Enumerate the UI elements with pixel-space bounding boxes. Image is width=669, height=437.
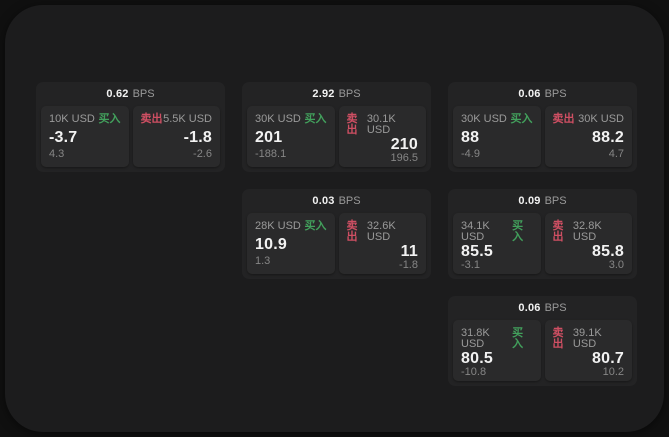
card-header: 0.03 BPS xyxy=(242,189,431,213)
buy-amount: 34.1K USD xyxy=(461,220,490,243)
buy-price: 85.5 xyxy=(461,243,493,260)
sell-side-label: 卖出 xyxy=(552,220,564,243)
buy-price: 80.5 xyxy=(461,350,493,367)
sell-price: -1.8 xyxy=(183,128,212,146)
bps-unit-label: BPS xyxy=(132,88,155,100)
quote-card: 0.62 BPS 10K USD 买入 -3.7 4.3 卖出 5.5K USD xyxy=(36,82,225,172)
card-header: 0.09 BPS xyxy=(448,189,637,213)
sell-delta: 3.0 xyxy=(608,259,624,271)
sell-tile[interactable]: 卖出 30K USD 88.2 4.7 xyxy=(544,106,632,167)
quote-card: 0.03 BPS 28K USD 买入 10.9 1.3 卖出 32.6K US… xyxy=(242,189,431,279)
buy-amount: 31.8K USD xyxy=(461,327,490,350)
buy-price: 201 xyxy=(255,128,283,146)
buy-side-label: 买入 xyxy=(512,220,524,243)
quote-card: 0.06 BPS 31.8K USD 买入 80.5 -10.8 卖出 39.1… xyxy=(448,296,637,386)
buy-tile[interactable]: 30K USD 买入 88 -4.9 xyxy=(453,106,541,167)
buy-amount: 30K USD xyxy=(255,113,301,125)
card-header: 0.06 BPS xyxy=(448,296,637,320)
tiles-row: 31.8K USD 买入 80.5 -10.8 卖出 39.1K USD 80.… xyxy=(448,320,637,386)
bps-value: 0.62 xyxy=(106,88,129,100)
buy-side-label: 买入 xyxy=(304,113,327,125)
bps-value: 0.03 xyxy=(312,195,335,207)
buy-amount: 30K USD xyxy=(461,113,507,125)
tiles-row: 30K USD 买入 88 -4.9 卖出 30K USD 88.2 4.7 xyxy=(448,106,637,172)
sell-amount: 39.1K USD xyxy=(572,327,602,350)
tiles-row: 10K USD 买入 -3.7 4.3 卖出 5.5K USD -1.8 -2.… xyxy=(36,106,225,172)
sell-delta: 10.2 xyxy=(602,366,624,378)
buy-delta: 1.3 xyxy=(255,255,271,267)
buy-delta: -3.1 xyxy=(461,259,480,271)
bps-unit-label: BPS xyxy=(544,195,567,207)
sell-price: 85.8 xyxy=(592,243,624,260)
sell-amount: 5.5K USD xyxy=(163,113,212,125)
card-header: 0.06 BPS xyxy=(448,82,637,106)
buy-tile[interactable]: 28K USD 买入 10.9 1.3 xyxy=(247,213,335,274)
sell-side-label: 卖出 xyxy=(346,220,358,243)
quote-card: 0.06 BPS 30K USD 买入 88 -4.9 卖出 30K USD xyxy=(448,82,637,172)
sell-delta: 4.7 xyxy=(608,148,624,160)
buy-tile[interactable]: 30K USD 买入 201 -188.1 xyxy=(247,106,335,167)
sell-tile[interactable]: 卖出 32.6K USD 11 -1.8 xyxy=(338,213,426,274)
bps-unit-label: BPS xyxy=(338,195,361,207)
buy-delta: -188.1 xyxy=(255,148,287,160)
sell-tile[interactable]: 卖出 39.1K USD 80.7 10.2 xyxy=(544,320,632,381)
sell-delta: 196.5 xyxy=(390,152,418,164)
buy-side-label: 买入 xyxy=(98,113,121,125)
buy-tile[interactable]: 10K USD 买入 -3.7 4.3 xyxy=(41,106,129,167)
sell-side-label: 卖出 xyxy=(346,113,358,136)
bps-unit-label: BPS xyxy=(544,88,567,100)
quotes-panel: 0.62 BPS 10K USD 买入 -3.7 4.3 卖出 5.5K USD xyxy=(5,5,664,432)
bps-unit-label: BPS xyxy=(338,88,361,100)
sell-delta: -1.8 xyxy=(399,259,418,271)
sell-amount: 32.6K USD xyxy=(366,220,396,243)
sell-price: 210 xyxy=(390,136,418,153)
sell-price: 80.7 xyxy=(592,350,624,367)
sell-amount: 30K USD xyxy=(578,113,624,125)
bps-value: 0.06 xyxy=(518,302,541,314)
buy-side-label: 买入 xyxy=(304,220,327,232)
buy-amount: 10K USD xyxy=(49,113,95,125)
buy-amount: 28K USD xyxy=(255,220,301,232)
buy-price: 10.9 xyxy=(255,235,287,253)
buy-tile[interactable]: 34.1K USD 买入 85.5 -3.1 xyxy=(453,213,541,274)
sell-side-label: 卖出 xyxy=(140,113,163,125)
buy-delta: -10.8 xyxy=(461,366,487,378)
buy-delta: 4.3 xyxy=(49,148,65,160)
card-header: 2.92 BPS xyxy=(242,82,431,106)
tiles-row: 28K USD 买入 10.9 1.3 卖出 32.6K USD 11 -1.8 xyxy=(242,213,431,279)
sell-delta: -2.6 xyxy=(193,148,212,160)
sell-price: 88.2 xyxy=(592,128,624,146)
buy-tile[interactable]: 31.8K USD 买入 80.5 -10.8 xyxy=(453,320,541,381)
sell-tile[interactable]: 卖出 32.8K USD 85.8 3.0 xyxy=(544,213,632,274)
bps-value: 0.09 xyxy=(518,195,541,207)
quote-card: 0.09 BPS 34.1K USD 买入 85.5 -3.1 卖出 32.8K… xyxy=(448,189,637,279)
sell-tile[interactable]: 卖出 5.5K USD -1.8 -2.6 xyxy=(132,106,220,167)
card-header: 0.62 BPS xyxy=(36,82,225,106)
buy-side-label: 买入 xyxy=(510,113,533,125)
sell-amount: 30.1K USD xyxy=(366,113,396,136)
bps-unit-label: BPS xyxy=(544,302,567,314)
bps-value: 0.06 xyxy=(518,88,541,100)
bps-value: 2.92 xyxy=(312,88,335,100)
quote-card: 2.92 BPS 30K USD 买入 201 -188.1 卖出 30.1K … xyxy=(242,82,431,172)
sell-side-label: 卖出 xyxy=(552,113,575,125)
sell-side-label: 卖出 xyxy=(552,327,564,350)
tiles-row: 34.1K USD 买入 85.5 -3.1 卖出 32.8K USD 85.8… xyxy=(448,213,637,279)
buy-delta: -4.9 xyxy=(461,148,480,160)
sell-tile[interactable]: 卖出 30.1K USD 210 196.5 xyxy=(338,106,426,167)
buy-price: -3.7 xyxy=(49,128,78,146)
sell-amount: 32.8K USD xyxy=(572,220,602,243)
tiles-row: 30K USD 买入 201 -188.1 卖出 30.1K USD 210 1… xyxy=(242,106,431,172)
sell-price: 11 xyxy=(400,243,418,260)
buy-price: 88 xyxy=(461,128,480,146)
buy-side-label: 买入 xyxy=(512,327,524,350)
